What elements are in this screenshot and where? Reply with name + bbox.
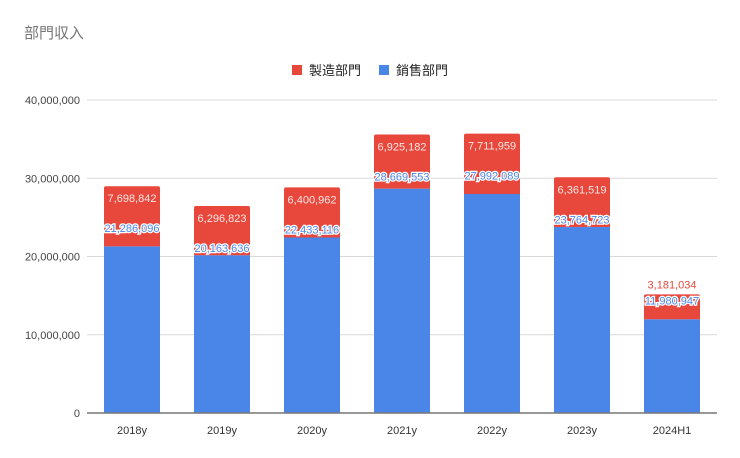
data-label-sales: 20,163,636 xyxy=(194,243,249,255)
x-tick-label: 2022y xyxy=(477,425,507,437)
y-tick-label: 0 xyxy=(74,408,80,420)
x-tick-label: 2023y xyxy=(567,425,597,437)
data-label-manufacturing: 6,400,962 xyxy=(288,194,337,206)
bar-manufacturing[interactable] xyxy=(644,294,700,320)
x-tick-label: 2019y xyxy=(207,425,237,437)
legend-item-sales[interactable]: 銷售部門 xyxy=(379,60,448,79)
data-label-sales: 11,980,947 xyxy=(645,295,699,307)
data-label-sales: 28,669,553 xyxy=(374,171,429,183)
bar-manufacturing[interactable] xyxy=(554,177,610,228)
data-label-manufacturing: 6,925,182 xyxy=(378,141,427,153)
legend: 製造部門 銷售部門 xyxy=(0,60,740,79)
y-tick-label: 10,000,000 xyxy=(25,330,80,342)
bar-manufacturing[interactable] xyxy=(374,134,430,189)
data-label-manufacturing: 6,296,823 xyxy=(198,213,247,225)
data-label-sales: 23,764,723 xyxy=(554,214,609,226)
data-label-manufacturing: 3,181,034 xyxy=(648,279,697,291)
y-tick-label: 40,000,000 xyxy=(25,95,80,107)
x-tick-label: 2021y xyxy=(387,425,417,437)
y-tick-label: 30,000,000 xyxy=(25,173,80,185)
bar-sales[interactable] xyxy=(104,246,160,413)
data-label-manufacturing: 6,361,519 xyxy=(558,184,607,196)
legend-swatch-sales xyxy=(379,64,389,75)
x-tick-label: 2024H1 xyxy=(653,425,692,437)
bar-sales[interactable] xyxy=(644,319,700,413)
legend-label-manufacturing: 製造部門 xyxy=(308,63,361,78)
bar-sales[interactable] xyxy=(554,227,610,413)
legend-label-sales: 銷售部門 xyxy=(396,63,449,78)
y-tick-label: 20,000,000 xyxy=(25,252,80,264)
bar-sales[interactable] xyxy=(284,237,340,413)
x-tick-label: 2020y xyxy=(297,425,327,437)
bar-sales[interactable] xyxy=(194,255,250,413)
x-tick-label: 2018y xyxy=(117,425,147,437)
data-label-sales: 22,433,116 xyxy=(285,224,339,236)
bar-sales[interactable] xyxy=(464,193,520,413)
chart-title: 部門収入 xyxy=(24,25,85,42)
bar-manufacturing[interactable] xyxy=(284,187,340,238)
data-label-sales: 27,992,089 xyxy=(464,171,519,183)
legend-swatch-manufacturing xyxy=(291,64,302,75)
bar-manufacturing[interactable] xyxy=(194,205,250,256)
bar-manufacturing[interactable] xyxy=(464,133,520,194)
data-label-manufacturing: 7,711,959 xyxy=(468,141,516,153)
bar-sales[interactable] xyxy=(374,188,430,413)
bar-manufacturing[interactable] xyxy=(104,186,160,247)
legend-item-manufacturing[interactable]: 製造部門 xyxy=(291,60,361,79)
data-label-manufacturing: 7,698,842 xyxy=(108,193,157,205)
data-label-sales: 21,286,096 xyxy=(104,223,159,235)
